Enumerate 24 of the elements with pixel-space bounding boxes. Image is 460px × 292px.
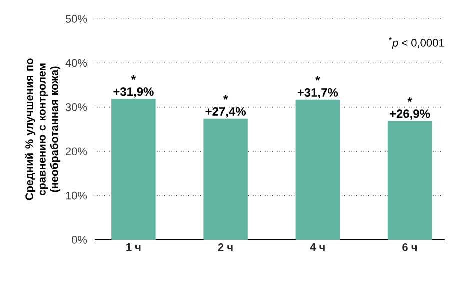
data-label: +31,7% [298, 88, 338, 99]
y-axis-title: Средний % улучшения по сравнению с контролем (необработанная кожа) [25, 58, 61, 200]
x-tick-label: 1 ч [126, 244, 141, 252]
data-label: +27,4% [206, 107, 246, 118]
annotation: * [223, 95, 228, 100]
data-label: +26,9% [390, 110, 430, 120]
x-tick-label: 4 ч [310, 244, 325, 252]
bar [204, 118, 248, 240]
bar [112, 99, 156, 240]
x-tick-label: 6 ч [402, 244, 418, 252]
bar [296, 100, 340, 240]
y-tick-label: 10% [66, 192, 88, 200]
y-tick-label: 50% [66, 15, 88, 23]
annotation: * [408, 98, 412, 102]
annotation: $^{*}$p < 0,0001 [389, 38, 444, 50]
data-label: +31,9% [114, 88, 154, 98]
annotation: * [316, 76, 320, 81]
y-tick-label: 0% [72, 236, 88, 244]
x-tick-label: 2 ч [218, 244, 233, 252]
y-tick-label: 30% [66, 104, 88, 112]
y-tick-label: 20% [66, 148, 88, 156]
y-tick-label: 40% [66, 59, 88, 68]
annotation: * [131, 76, 136, 80]
bar [388, 121, 432, 240]
